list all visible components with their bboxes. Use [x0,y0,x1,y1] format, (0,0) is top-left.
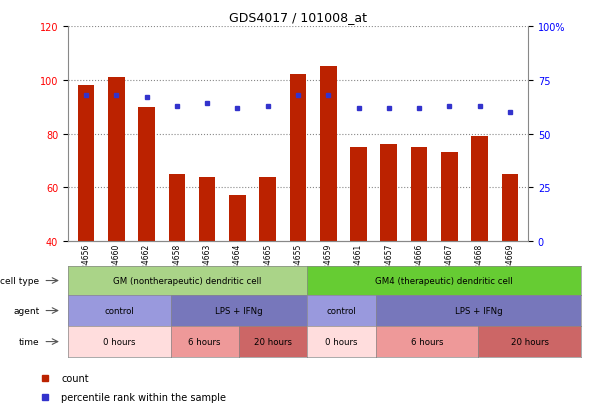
Text: 6 hours: 6 hours [411,337,444,346]
Bar [229,196,245,242]
Bar [350,147,367,242]
Bar [78,86,94,242]
Text: 20 hours: 20 hours [511,337,549,346]
Text: 0 hours: 0 hours [103,337,136,346]
Text: 6 hours: 6 hours [188,337,221,346]
Bar [138,107,155,242]
Bar [260,177,276,242]
Text: percentile rank within the sample: percentile rank within the sample [61,392,227,402]
Text: agent: agent [13,306,40,315]
Title: GDS4017 / 101008_at: GDS4017 / 101008_at [229,11,367,24]
Bar [471,137,488,242]
Text: LPS + IFNg: LPS + IFNg [455,306,502,315]
Bar [169,174,185,242]
Bar [411,147,427,242]
Text: control: control [104,306,134,315]
Text: GM (nontherapeutic) dendritic cell: GM (nontherapeutic) dendritic cell [113,276,262,285]
Text: LPS + IFNg: LPS + IFNg [215,306,263,315]
Text: control: control [327,306,356,315]
Text: 20 hours: 20 hours [254,337,292,346]
Bar [441,153,458,242]
Bar [290,75,306,242]
Text: count: count [61,373,89,382]
Text: 0 hours: 0 hours [325,337,358,346]
Bar [502,174,518,242]
Text: cell type: cell type [1,276,40,285]
Bar [108,78,124,242]
Text: GM4 (therapeutic) dendritic cell: GM4 (therapeutic) dendritic cell [375,276,513,285]
Bar [199,177,215,242]
Bar [381,145,397,242]
Text: time: time [19,337,40,346]
Bar [320,67,336,242]
